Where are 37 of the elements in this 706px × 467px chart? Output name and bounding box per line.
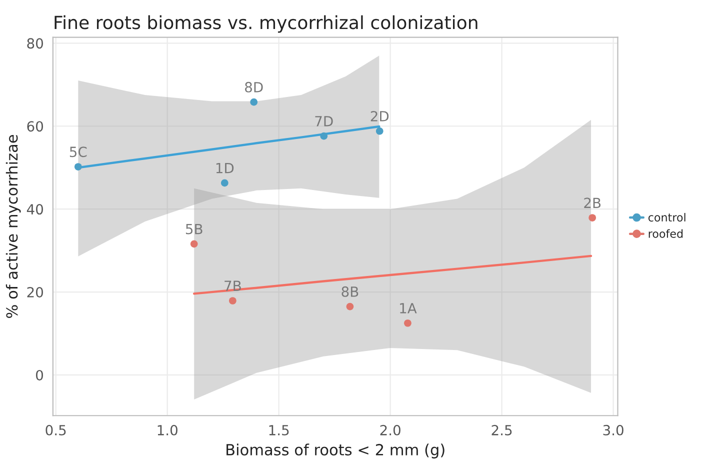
y-axis-title: % of active mycorrhizae [6, 134, 21, 318]
y-tick-label: 80 [27, 38, 43, 49]
annotation: 5C [70, 146, 87, 158]
point [220, 179, 228, 187]
x-tick-label: 0.5 [46, 424, 66, 436]
legend-label: control [648, 212, 686, 222]
point [404, 319, 412, 327]
point [190, 240, 198, 248]
annotation: 1A [400, 303, 417, 314]
chart-title: Fine roots biomass vs. mycorrhizal colonization [54, 15, 478, 33]
line-series [192, 254, 592, 295]
annotation: 7B [224, 280, 241, 291]
x-tick-label: 2.5 [492, 424, 512, 436]
annotation: 7D [315, 116, 333, 126]
point [346, 302, 354, 310]
point [250, 98, 258, 106]
x-tick-label: 3.0 [603, 424, 624, 436]
annotation: 1D [216, 162, 234, 174]
x-axis-title: Biomass of roots < 2 mm (g) [226, 444, 444, 458]
x-tick-label: 1.0 [158, 424, 178, 436]
annotation: 2B [584, 198, 601, 208]
point [320, 132, 328, 140]
annotation: 8B [342, 286, 358, 297]
annotation: 8D [245, 82, 263, 92]
point [588, 214, 596, 222]
y-tick-label: 0 [36, 370, 43, 380]
point [376, 127, 384, 135]
x-tick-label: 1.5 [269, 425, 289, 436]
y-tick-label: 40 [26, 204, 43, 215]
x-tick-label: 2.0 [380, 424, 400, 436]
point [228, 297, 236, 304]
annotation: 2D [370, 110, 389, 122]
point [74, 163, 82, 170]
annotation: 5B [186, 224, 202, 234]
y-tick-label: 60 [27, 121, 43, 132]
legend-label: roofed [648, 229, 683, 238]
y-tick-label: 20 [27, 286, 43, 298]
